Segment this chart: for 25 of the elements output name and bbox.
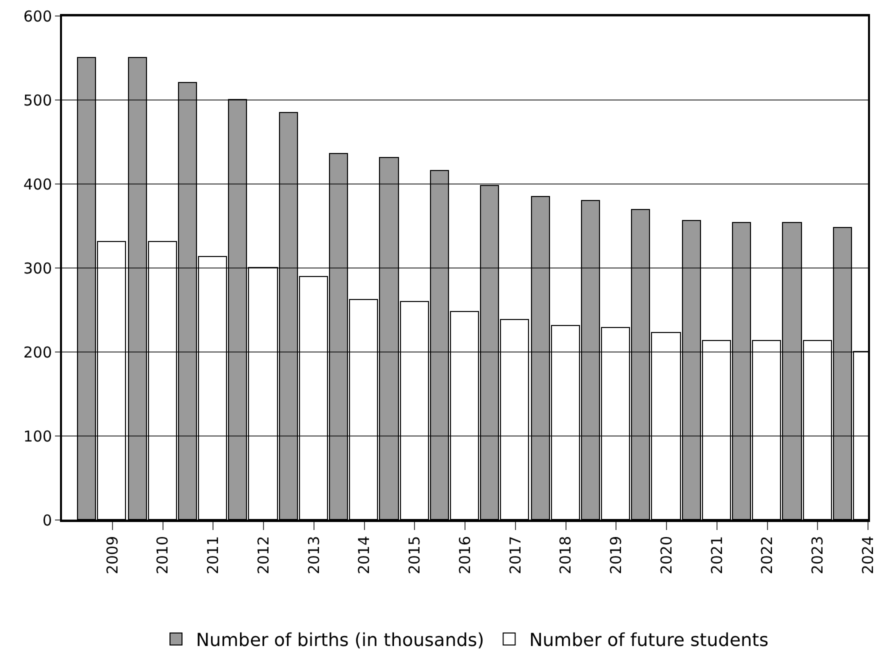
x-tick-label: 2024 (858, 536, 877, 574)
x-tick-label: 2011 (204, 536, 222, 574)
legend-label: Number of future students (529, 630, 768, 652)
legend-label: Number of births (in thousands) (196, 630, 484, 652)
y-tick-label: 0 (42, 511, 52, 530)
y-tick-label: 600 (23, 7, 52, 26)
x-tick-label: 2019 (607, 536, 626, 574)
x-tick-label: 2018 (556, 536, 575, 574)
x-tick-label: 2022 (758, 536, 776, 574)
x-tick-label: 2017 (506, 536, 524, 574)
y-tick-label: 400 (23, 175, 52, 194)
x-tick-label: 2016 (456, 536, 474, 574)
y-tick-label: 200 (23, 343, 52, 362)
x-tick-label: 2010 (154, 536, 172, 574)
x-tick-label: 2023 (808, 536, 827, 574)
x-tick-label: 2009 (103, 536, 122, 574)
x-tick-label: 2020 (657, 536, 676, 574)
y-tick-label: 300 (23, 259, 52, 278)
x-tick-label: 2021 (708, 536, 726, 574)
y-tick-label: 500 (23, 91, 52, 110)
y-tick-label: 100 (23, 427, 52, 446)
x-tick-label: 2013 (304, 536, 323, 574)
x-tick-label: 2012 (254, 536, 272, 574)
x-tick-label: 2014 (355, 536, 374, 574)
x-tick-label: 2015 (406, 536, 424, 574)
